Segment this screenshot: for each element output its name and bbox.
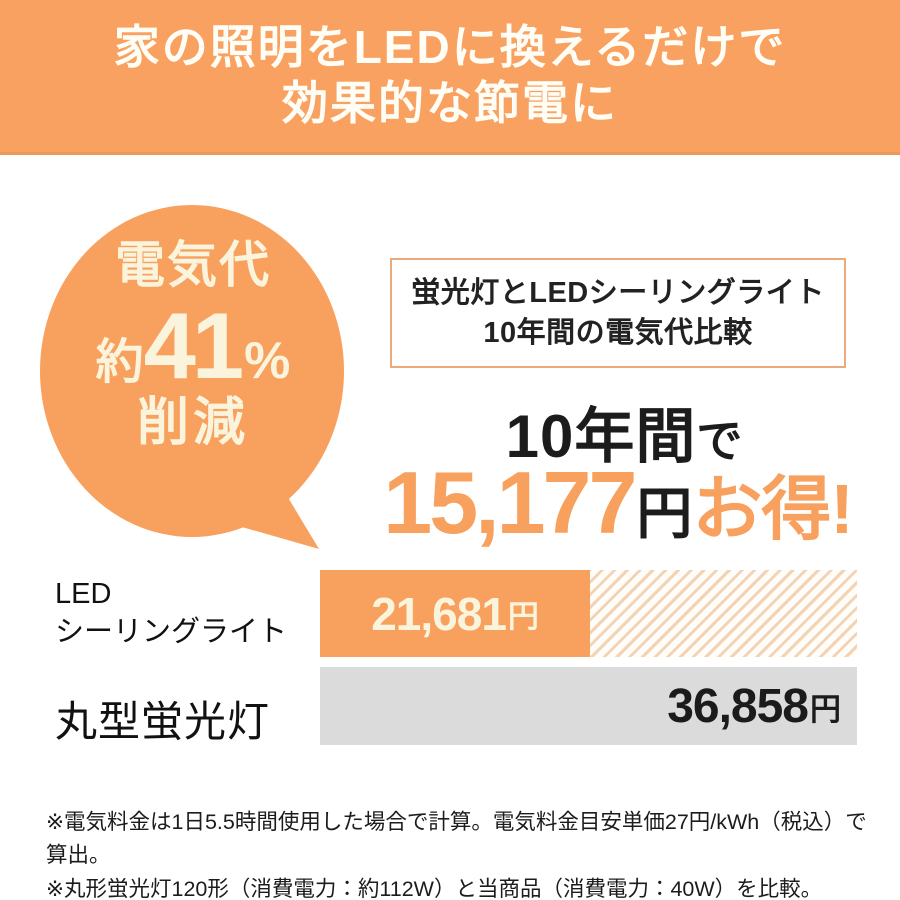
badge-line-percent: 約 41 % [95, 292, 291, 398]
bar-led-fill: 21,681 円 [320, 570, 591, 657]
footnote-2: ※丸形蛍光灯120形（消費電力：約112W）と当商品（消費電力：40W）を比較。 [46, 876, 823, 900]
footnotes: ※電気料金は1日5.5時間使用した場合で計算。電気料金目安単価27円/kWh（税… [46, 806, 876, 900]
bar-label-led-line1: LED [55, 578, 112, 610]
comparison-title-box: 蛍光灯とLEDシーリングライト 10年間の電気代比較 [390, 258, 846, 368]
bar-label-fluorescent: 丸型蛍光灯 [55, 698, 271, 745]
bar-fluorescent-value-unit: 円 [810, 691, 841, 727]
bar-fluorescent-track: 36,858 円 [320, 667, 857, 745]
badge-line-reduction: 削減 [136, 394, 249, 453]
bar-led-value: 21,681 [371, 587, 507, 640]
savings-amount-line: 15,177 円 お得! [372, 452, 864, 554]
savings-period-main: 10年間 [505, 403, 697, 470]
savings-badge-text: 電気代 約 41 % 削減 [38, 237, 348, 452]
badge-percent-sign: % [244, 331, 291, 390]
savings-amount-unit: 円 [636, 482, 693, 545]
badge-percent-number: 41 [143, 292, 245, 398]
banner-title-line1: 家の照明をLEDに換えるだけで [113, 21, 787, 74]
header-banner: 家の照明をLEDに換えるだけで 効果的な節電に [0, 0, 900, 155]
comparison-title-line1: 蛍光灯とLEDシーリングライト [411, 276, 825, 309]
comparison-title-line2: 10年間の電気代比較 [483, 316, 753, 349]
savings-suffix: お得! [692, 470, 853, 548]
bar-led-value-unit: 円 [507, 599, 539, 634]
savings-period-particle: で [696, 415, 743, 467]
savings-amount: 15,177 [383, 453, 637, 552]
savings-badge: 電気代 約 41 % 削減 [38, 203, 348, 553]
badge-line-electricity: 電気代 [115, 237, 271, 293]
banner-title-line2: 効果的な節電に [282, 77, 618, 129]
bar-label-led-line2: シーリングライト [55, 615, 288, 648]
speech-bubble-shape [40, 205, 344, 549]
bar-fluorescent-value: 36,858 [667, 679, 809, 733]
badge-approx: 約 [95, 335, 144, 389]
bar-led-track: 21,681 円 [320, 570, 857, 657]
savings-period: 10年間で [390, 388, 858, 475]
bar-label-led: LED シーリングライト [55, 576, 287, 651]
footnote-1: ※電気料金は1日5.5時間使用した場合で計算。電気料金目安単価27円/kWh（税… [46, 810, 867, 868]
